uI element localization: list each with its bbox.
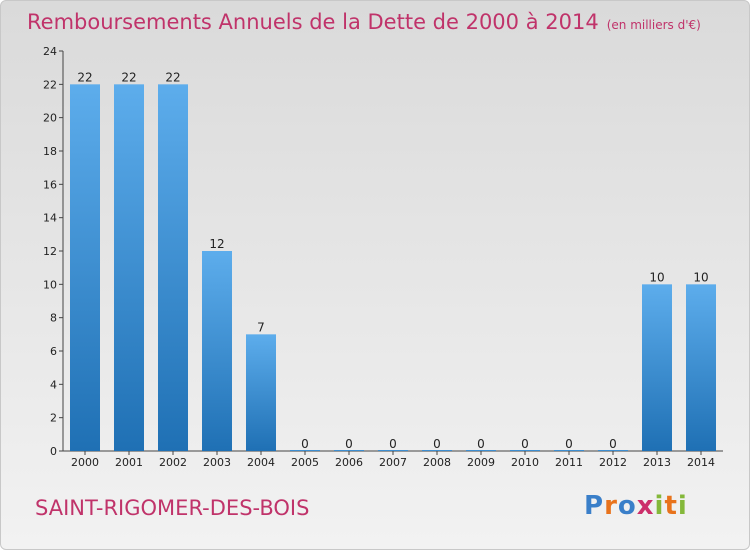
y-tick-label: 0: [50, 445, 57, 458]
town-name: SAINT-RIGOMER-DES-BOIS: [35, 496, 310, 520]
value-label-2005: 0: [301, 437, 309, 451]
x-tick-label: 2003: [203, 456, 231, 469]
x-tick-label: 2011: [555, 456, 583, 469]
x-tick-label: 2008: [423, 456, 451, 469]
bar-2010: [510, 450, 540, 451]
bar-2013: [642, 284, 672, 451]
bar-2008: [422, 450, 452, 451]
value-label-2003: 12: [209, 237, 224, 251]
value-label-2009: 0: [477, 437, 485, 451]
data-labels: 22 22 22 12 7 0 0 0 0 0 0 0 0 10 10: [77, 70, 708, 451]
value-label-2010: 0: [521, 437, 529, 451]
logo-letter: r: [604, 491, 618, 521]
value-label-2002: 22: [165, 70, 180, 84]
bar-2006: [334, 450, 364, 451]
bar-2004: [246, 334, 276, 451]
y-tick-label: 6: [50, 345, 57, 358]
x-tick-label: 2004: [247, 456, 275, 469]
logo-letter: t: [664, 491, 678, 521]
bar-2001: [114, 84, 144, 451]
x-tick-label: 2009: [467, 456, 495, 469]
y-tick-label: 16: [43, 178, 57, 191]
bar-2012: [598, 450, 628, 451]
chart-subtitle: (en milliers d'€): [606, 18, 701, 32]
bar-2003: [202, 251, 232, 451]
x-tick-label: 2012: [599, 456, 627, 469]
y-tick-label: 2: [50, 412, 57, 425]
bar-series: [70, 84, 716, 451]
value-label-2007: 0: [389, 437, 397, 451]
y-tick-label: 8: [50, 312, 57, 325]
chart-title: Remboursements Annuels de la Dette de 20…: [27, 10, 701, 34]
y-tick-label: 4: [50, 378, 57, 391]
y-tick-label: 12: [43, 245, 57, 258]
value-label-2004: 7: [257, 320, 265, 334]
y-tick-label: 24: [43, 45, 57, 58]
x-tick-label: 2002: [159, 456, 187, 469]
bar-2000: [70, 84, 100, 451]
value-label-2012: 0: [609, 437, 617, 451]
logo-letter: x: [636, 491, 655, 521]
x-tick-label: 2000: [71, 456, 99, 469]
y-tick-label: 14: [43, 212, 57, 225]
logo-letter: P: [584, 491, 605, 521]
value-label-2014: 10: [693, 270, 708, 284]
logo-letter: o: [617, 491, 637, 521]
bar-2005: [290, 450, 320, 451]
x-tick-label: 2006: [335, 456, 363, 469]
y-tick-label: 20: [43, 112, 57, 125]
bar-2011: [554, 450, 584, 451]
logo-letter: i: [654, 491, 665, 521]
bar-2002: [158, 84, 188, 451]
y-tick-label: 18: [43, 145, 57, 158]
value-label-2006: 0: [345, 437, 353, 451]
value-label-2000: 22: [77, 70, 92, 84]
proxiti-logo[interactable]: Proxiti: [584, 491, 688, 521]
bar-2009: [466, 450, 496, 451]
value-label-2001: 22: [121, 70, 136, 84]
value-label-2008: 0: [433, 437, 441, 451]
x-tick-label: 2010: [511, 456, 539, 469]
logo-letter: i: [677, 491, 688, 521]
x-tick-label: 2007: [379, 456, 407, 469]
y-tick-label: 10: [43, 278, 57, 291]
x-tick-label: 2001: [115, 456, 143, 469]
x-tick-label: 2013: [643, 456, 671, 469]
value-label-2013: 10: [649, 270, 664, 284]
bar-2014: [686, 284, 716, 451]
x-tick-label: 2005: [291, 456, 319, 469]
y-tick-label: 22: [43, 78, 57, 91]
x-tick-label: 2014: [687, 456, 715, 469]
bar-2007: [378, 450, 408, 451]
value-label-2011: 0: [565, 437, 573, 451]
